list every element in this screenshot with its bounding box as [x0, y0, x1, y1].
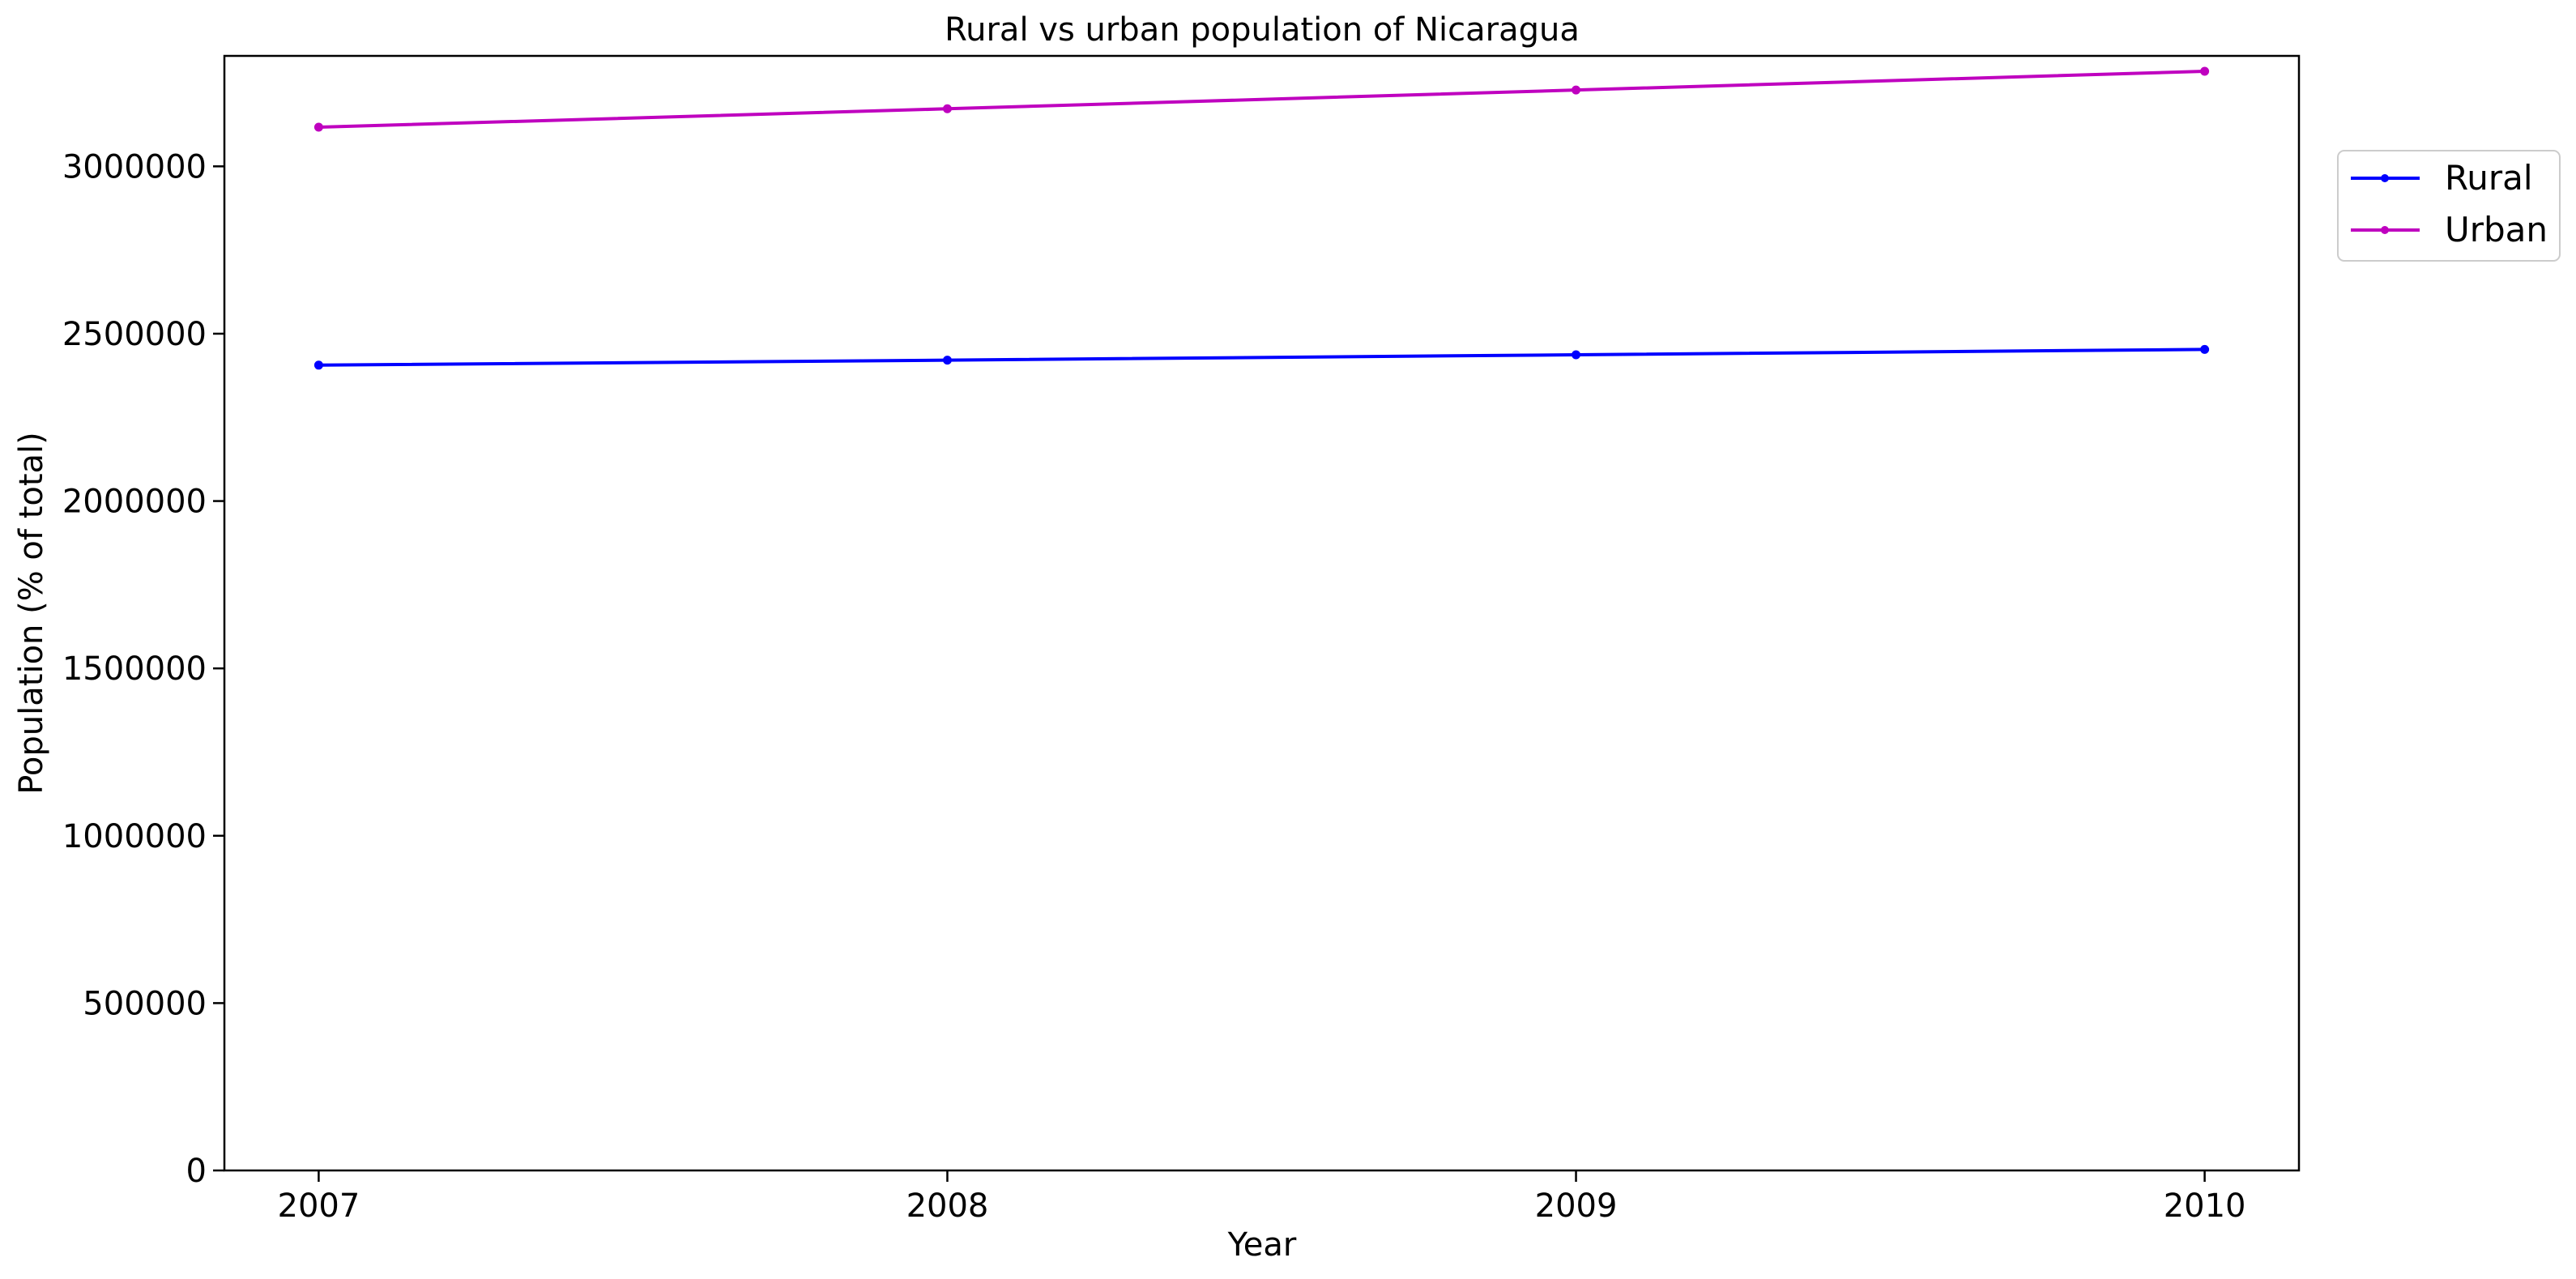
legend-marker-rural [2381, 174, 2389, 182]
chart-title: Rural vs urban population of Nicaragua [945, 11, 1580, 49]
x-tick-label: 2008 [906, 1187, 989, 1225]
data-point-rural [1572, 350, 1581, 360]
data-point-rural [313, 360, 323, 370]
data-point-rural [2200, 344, 2210, 354]
series-line-rural [318, 347, 2205, 367]
legend-marker-urban [2381, 226, 2389, 234]
legend: Rural Urban [2337, 150, 2561, 262]
x-tick-label: 2010 [2164, 1187, 2246, 1225]
legend-label-rural: Rural [2445, 158, 2533, 198]
data-point-rural [942, 356, 952, 365]
plot-area-frame [223, 54, 2301, 1172]
y-axis: 0 500000 1000000 1500000 2000000 2500000 30000… [62, 148, 224, 1190]
data-point-urban [1572, 85, 1581, 95]
x-tick-label: 2009 [1535, 1187, 1618, 1225]
y-tick-label: 1000000 [62, 818, 207, 855]
x-axis: 2007 2008 2009 2010 [278, 1170, 2246, 1225]
y-axis-label: Population (% of total) [13, 432, 50, 795]
series-layer [313, 66, 2210, 370]
y-tick-label: 1500000 [62, 650, 207, 688]
y-tick-label: 2500000 [62, 316, 207, 353]
series-line-urban [318, 70, 2205, 130]
y-tick-label: 3000000 [62, 148, 207, 185]
y-tick-label: 0 [186, 1153, 207, 1190]
x-axis-label: Year [1227, 1226, 1297, 1264]
data-point-urban [942, 104, 952, 113]
legend-label-urban: Urban [2445, 210, 2548, 249]
data-point-urban [313, 122, 323, 132]
y-tick-label: 500000 [83, 985, 207, 1022]
data-point-urban [2200, 66, 2210, 76]
y-tick-label: 2000000 [62, 484, 207, 521]
x-tick-label: 2007 [278, 1187, 360, 1225]
